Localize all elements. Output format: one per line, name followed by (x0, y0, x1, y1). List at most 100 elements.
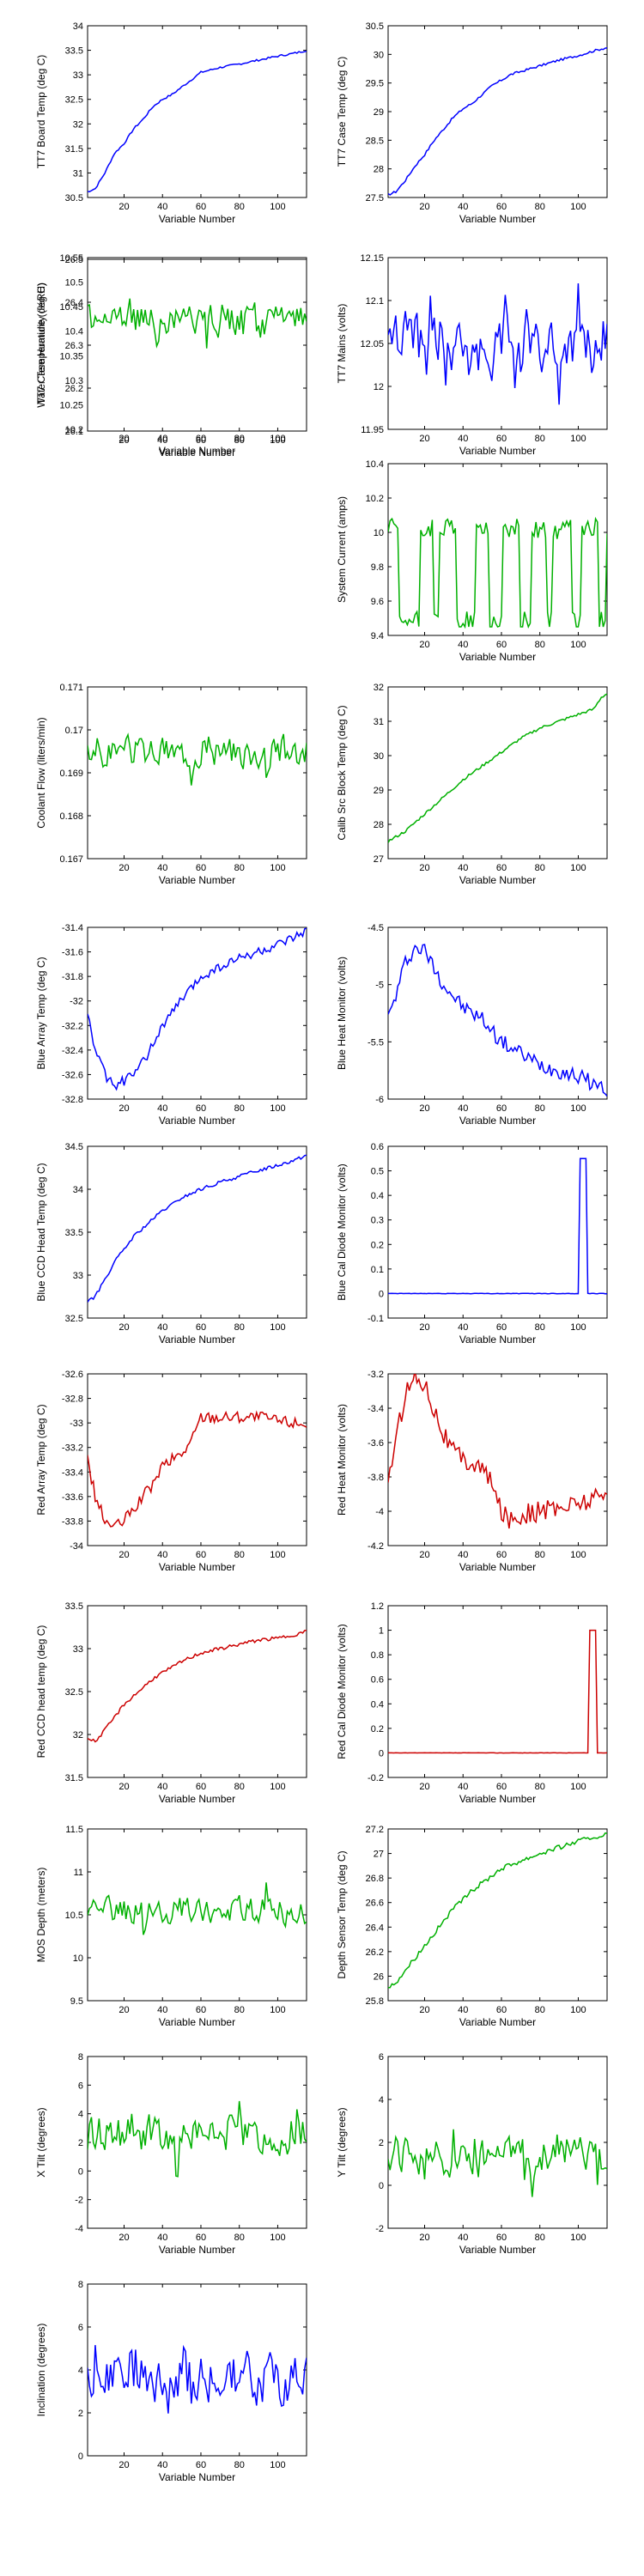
y-tick-label: -6 (375, 1095, 384, 1105)
series-line (388, 693, 607, 843)
plot-area (87, 927, 307, 1100)
chart-panel: 20 40 60 80 100 -34 -33.8 -33.6 -33.4 -33.2 -33 -32… (35, 1370, 307, 1573)
x-tick-label: 100 (270, 2233, 285, 2243)
y-tick-label: 0.4 (371, 1699, 384, 1710)
y-tick-label: 6 (379, 2052, 384, 2063)
y-tick-label: 10.25 (59, 400, 83, 410)
plot-area (87, 1605, 307, 1778)
plot-area (387, 686, 608, 860)
y-tick-label: 25.8 (366, 1996, 384, 2007)
y-tick-label: 0.167 (59, 854, 83, 865)
x-axis-label: Variable Number (459, 445, 536, 457)
y-tick-label: 32.5 (65, 95, 83, 106)
x-tick-label: 60 (196, 1550, 206, 1560)
series-line (88, 732, 307, 786)
series-line (388, 1157, 607, 1295)
x-tick-label: 100 (270, 2005, 285, 2015)
x-tick-label: 80 (234, 1103, 245, 1114)
x-tick-label: 80 (234, 2005, 245, 2015)
y-tick-label: -32.4 (62, 1046, 83, 1056)
x-tick-label: 80 (535, 863, 545, 873)
x-tick-label: 100 (570, 1550, 586, 1560)
y-axis-label: Calib Src Block Temp (deg C) (336, 705, 348, 840)
x-tick-label: 60 (196, 1322, 206, 1333)
y-tick-label: 12.15 (360, 253, 384, 264)
y-tick-label: 0.8 (371, 1650, 384, 1661)
y-axis-label: Blue Array Temp (deg C) (35, 957, 47, 1069)
chart-panel: 20 40 60 80 100 25.8 26 26.2 26.4 26.6 26.8 27 27.2 V… (336, 1825, 608, 2028)
plot-area (387, 1373, 608, 1546)
y-tick-label: -3.4 (368, 1404, 384, 1414)
x-tick-label: 80 (535, 1550, 545, 1560)
y-tick-label: -32.8 (62, 1095, 83, 1105)
y-tick-label: 10.35 (59, 351, 83, 361)
y-tick-label: 10.45 (59, 302, 83, 313)
y-tick-label: 1.2 (371, 1601, 384, 1612)
y-tick-label: -32.2 (62, 1021, 83, 1031)
chart-panel: 20 40 60 80 100 0 2 4 6 8 Variable Number Inclinati… (35, 2280, 307, 2483)
x-tick-label: 100 (570, 1322, 586, 1333)
y-tick-label: 33 (73, 1271, 83, 1281)
chart-panel: 20 40 60 80 100 -6 -5.5 -5 -4.5 Variable Number Bl… (336, 923, 608, 1127)
chart-panel: 20 40 60 80 100 11.95 12 12.05 12.1 12.15 Variable… (336, 253, 608, 457)
x-tick-label: 60 (196, 863, 206, 873)
x-tick-label: 40 (157, 1322, 167, 1333)
y-tick-label: 30 (374, 50, 384, 60)
x-tick-label: 80 (535, 1322, 545, 1333)
y-tick-label: -31.8 (62, 972, 83, 982)
y-axis-label: Blue Cal Diode Monitor (volts) (336, 1163, 348, 1300)
y-tick-label: 29 (374, 107, 384, 118)
y-tick-label: 33 (73, 1644, 83, 1655)
x-axis-label: Variable Number (159, 213, 235, 225)
x-tick-label: 80 (234, 434, 245, 444)
y-tick-label: -4.2 (368, 1541, 384, 1552)
x-axis-label: Variable Number (159, 1115, 235, 1127)
series-line (388, 2129, 607, 2197)
x-axis-label: Variable Number (159, 1793, 235, 1805)
y-tick-label: 26.4 (366, 1923, 384, 1933)
y-tick-label: 10.2 (366, 494, 384, 504)
y-tick-label: 8 (78, 2052, 83, 2063)
y-tick-label: 4 (78, 2110, 83, 2120)
y-tick-label: 0.17 (65, 726, 83, 736)
chart-panel: 20 40 60 80 100 27.5 28 28.5 29 29.5 30 30.5 Variabl… (336, 21, 608, 225)
y-axis-label: Water Temperature (deg C) (35, 283, 47, 407)
y-tick-label: 0.6 (371, 1142, 384, 1152)
y-tick-label: 0 (379, 1748, 384, 1759)
x-axis-label: Variable Number (159, 874, 235, 886)
x-tick-label: 60 (196, 2460, 206, 2470)
y-tick-label: 31.5 (65, 144, 83, 155)
y-tick-label: 0.168 (59, 811, 83, 822)
y-tick-label: 34.5 (65, 1142, 83, 1152)
x-tick-label: 40 (458, 1322, 468, 1333)
x-tick-label: 20 (118, 1550, 129, 1560)
x-tick-label: 100 (270, 1550, 285, 1560)
x-tick-label: 100 (270, 202, 285, 212)
plot-area (387, 257, 608, 430)
y-tick-label: 10 (374, 528, 384, 538)
x-tick-label: 60 (496, 1103, 507, 1114)
x-tick-label: 20 (419, 863, 429, 873)
y-tick-label: 10.5 (65, 278, 83, 289)
x-tick-label: 60 (196, 1782, 206, 1792)
x-axis-label: Variable Number (459, 2016, 536, 2028)
x-tick-label: 60 (196, 1103, 206, 1114)
x-tick-label: 100 (570, 2233, 586, 2243)
y-tick-label: 12.1 (366, 296, 384, 307)
y-tick-label: 6 (78, 2323, 83, 2333)
series-line (388, 1832, 607, 1989)
x-axis-label: Variable Number (159, 1334, 235, 1346)
x-tick-label: 60 (496, 1782, 507, 1792)
y-tick-label: -34 (70, 1541, 83, 1552)
y-tick-label: 0.2 (371, 1240, 384, 1250)
y-axis-label: TT7 Case Temp (deg C) (336, 57, 348, 167)
series-line (88, 2100, 307, 2178)
chart-panel: 20 40 60 80 100 -4 -2 0 2 4 6 8 Variable Number X Til… (35, 2052, 307, 2256)
x-tick-label: 80 (535, 2005, 545, 2015)
y-tick-label: 33.5 (65, 1228, 83, 1238)
x-tick-label: 20 (118, 2460, 129, 2470)
chart-panel: 20 40 60 80 100 9.4 9.6 9.8 10 10.2 10.4 Variable N… (336, 459, 608, 663)
x-tick-label: 60 (196, 2005, 206, 2015)
series-line (388, 944, 607, 1097)
y-tick-label: 2 (78, 2138, 83, 2148)
